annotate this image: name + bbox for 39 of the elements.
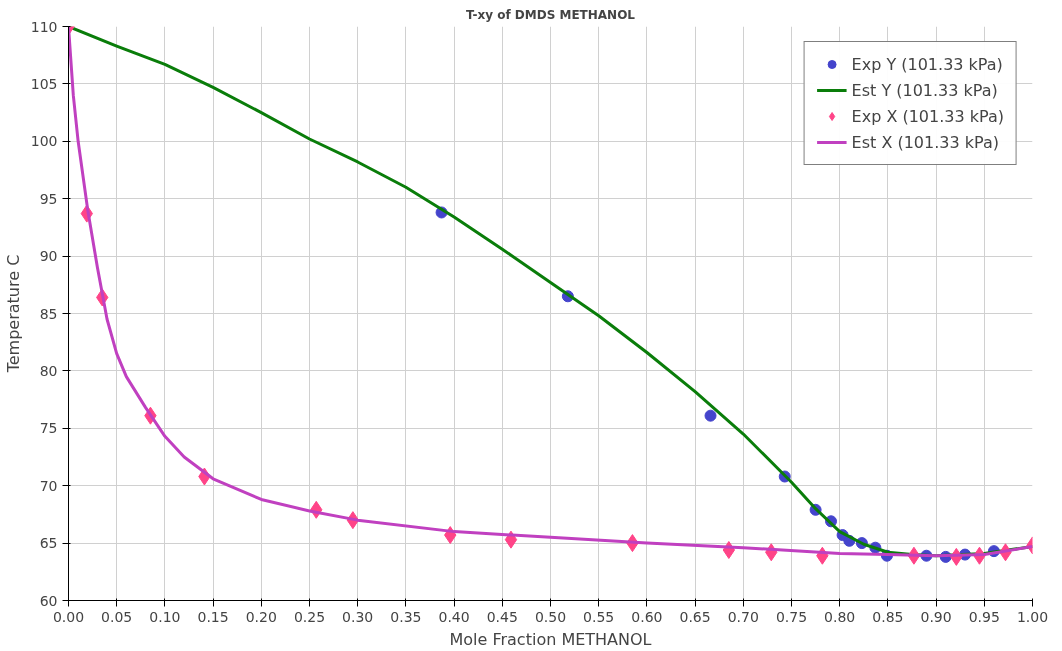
x-tick-label: 0.10 [149,608,181,625]
legend-label: Exp Y (101.33 kPa) [851,54,1003,74]
x-tick-label: 0.05 [101,608,133,625]
y-tick-label: 105 [30,75,58,92]
x-tick-label: 0.95 [968,608,1000,625]
x-tick-label: 0.90 [920,608,952,625]
x-tick-label: 0.15 [197,608,229,625]
x-tick-label: 0.25 [293,608,326,625]
y-tick-label: 80 [39,362,58,379]
x-tick-label: 0.85 [872,608,904,625]
x-tick-label: 0.60 [631,608,663,625]
legend-label: Exp X (101.33 kPa) [851,106,1004,126]
x-tick-label: 1.00 [1016,608,1049,625]
y-tick-label: 85 [39,305,58,322]
x-tick-label: 0.45 [486,608,518,625]
y-tick-label: 75 [39,420,58,437]
y-tick-label: 100 [30,133,58,150]
y-tick-label: 70 [39,477,58,494]
legend-label: Est X (101.33 kPa) [851,132,999,152]
x-tick-label: 0.30 [342,608,374,625]
y-tick-label: 95 [39,190,58,207]
x-tick-label: 0.40 [438,608,470,625]
x-tick-label: 0.55 [583,608,615,625]
chart-title: T-xy of DMDS METHANOL [465,7,636,22]
x-tick-label: 0.20 [245,608,277,625]
y-tick-label: 110 [30,18,58,35]
y-axis-title: Temperature C [3,254,23,374]
y-tick-label: 90 [39,248,58,265]
x-tick-label: 0.70 [727,608,759,625]
x-tick-label: 0.80 [824,608,856,625]
x-axis-title: Mole Fraction METHANOL [449,629,652,649]
legend-label: Est Y (101.33 kPa) [851,80,998,100]
y-tick-label: 60 [39,592,58,609]
x-tick-label: 0.00 [52,608,85,625]
x-tick-label: 0.65 [679,608,711,625]
x-tick-label: 0.35 [390,608,422,625]
x-tick-label: 0.75 [775,608,808,625]
y-tick-label: 65 [39,535,58,552]
x-tick-label: 0.50 [534,608,567,625]
